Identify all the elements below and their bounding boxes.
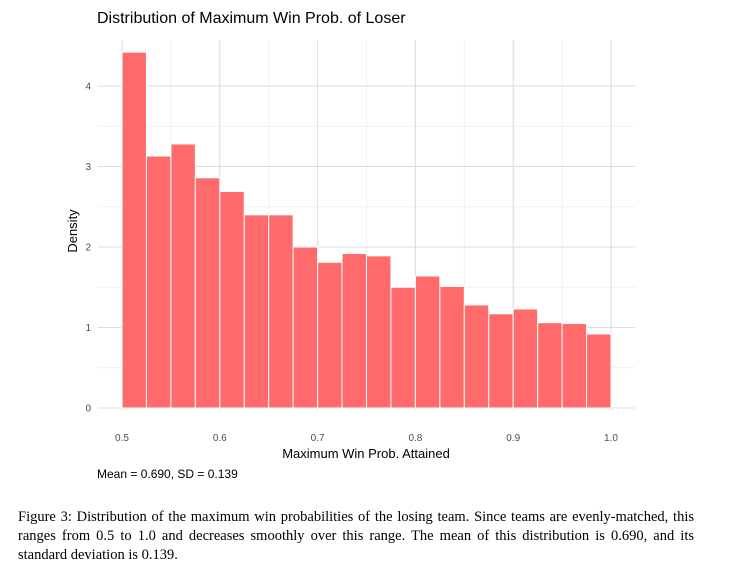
histogram-bar xyxy=(243,214,270,409)
histogram-bar xyxy=(317,261,343,409)
histogram-bar xyxy=(439,285,465,409)
histogram-bar xyxy=(414,275,441,409)
x-axis-ticks: 0.5 0.6 0.7 0.8 0.9 1.0 xyxy=(115,433,618,444)
histogram-bar xyxy=(219,190,245,409)
histogram-bar xyxy=(341,252,367,409)
chart-title: Distribution of Maximum Win Prob. of Los… xyxy=(97,10,406,27)
histogram-bar xyxy=(194,177,221,409)
histogram-bar xyxy=(586,333,612,409)
histogram-bar xyxy=(488,313,514,409)
histogram-bar xyxy=(366,255,392,409)
y-tick-label: 1 xyxy=(85,323,91,334)
x-tick-label: 0.8 xyxy=(408,433,422,444)
histogram-bar xyxy=(292,246,319,409)
histogram-bars xyxy=(121,51,612,409)
histogram-bar xyxy=(537,322,563,409)
histogram-bar xyxy=(145,155,172,409)
histogram-bar xyxy=(268,214,294,409)
chart: 0.5 0.6 0.7 0.8 0.9 1.0 0 1 2 3 4 Distribution of… xyxy=(65,10,635,481)
figure-caption: Figure 3: Distribution of the maximum wi… xyxy=(18,509,694,563)
x-tick-label: 0.5 xyxy=(115,433,129,444)
x-tick-label: 0.7 xyxy=(311,433,325,444)
x-tick-label: 0.6 xyxy=(213,433,227,444)
x-tick-label: 1.0 xyxy=(604,433,618,444)
x-axis-label: Maximum Win Prob. Attained xyxy=(282,446,450,461)
histogram-bar xyxy=(561,322,588,409)
histogram-bar xyxy=(121,51,147,409)
x-tick-label: 0.9 xyxy=(506,433,520,444)
y-tick-label: 2 xyxy=(85,243,91,254)
histogram-bar xyxy=(463,304,490,409)
histogram-bar xyxy=(170,143,196,409)
y-tick-label: 0 xyxy=(85,404,91,415)
summary-stats: Mean = 0.690, SD = 0.139 xyxy=(97,467,238,481)
y-axis-ticks: 0 1 2 3 4 xyxy=(85,82,91,415)
y-axis-label: Density xyxy=(65,209,80,253)
y-tick-label: 4 xyxy=(85,82,91,93)
histogram-bar xyxy=(390,286,416,409)
histogram-bar xyxy=(512,308,539,409)
y-tick-label: 3 xyxy=(85,162,91,173)
